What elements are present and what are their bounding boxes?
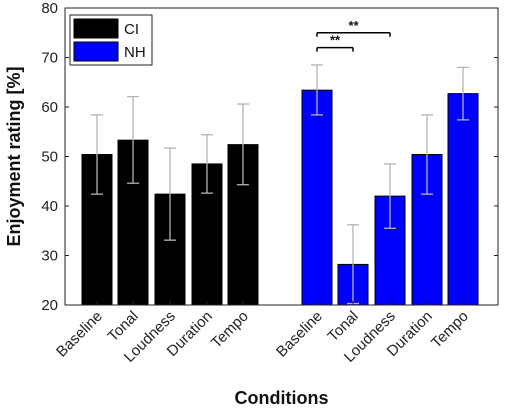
legend-swatch-ci <box>73 18 119 39</box>
legend: CI NH <box>69 14 153 66</box>
bars-layer <box>81 89 479 306</box>
bar-nh-tempo <box>447 93 479 306</box>
significance-layer: ** ** <box>316 18 391 52</box>
y-axis-title: Enjoyment rating [%] <box>4 66 24 246</box>
y-tick-label: 30 <box>41 248 58 265</box>
y-tick-label: 80 <box>41 0 58 17</box>
legend-label-ci: CI <box>124 21 139 38</box>
error-bars-layer <box>91 64 469 305</box>
significance-label: ** <box>330 33 341 48</box>
y-tick-label: 40 <box>41 198 58 215</box>
x-axis-title: Conditions <box>235 388 329 408</box>
significance-label: ** <box>348 18 359 33</box>
x-tick-label: Baseline <box>273 308 326 361</box>
y-tick-label: 50 <box>41 149 58 166</box>
y-tick-label: 60 <box>41 99 58 116</box>
x-tick-label: Tempo <box>428 308 472 352</box>
x-tick-label: Tempo <box>208 308 252 352</box>
y-axis: 20 30 40 50 60 70 80 <box>41 0 498 314</box>
y-tick-label: 70 <box>41 50 58 67</box>
legend-swatch-nh <box>73 41 119 62</box>
bar-nh-baseline <box>301 89 333 306</box>
legend-label-nh: NH <box>124 44 146 61</box>
x-tick-label: Baseline <box>53 308 106 361</box>
y-tick-label: 20 <box>41 297 58 314</box>
bar-ci-duration <box>191 163 223 306</box>
